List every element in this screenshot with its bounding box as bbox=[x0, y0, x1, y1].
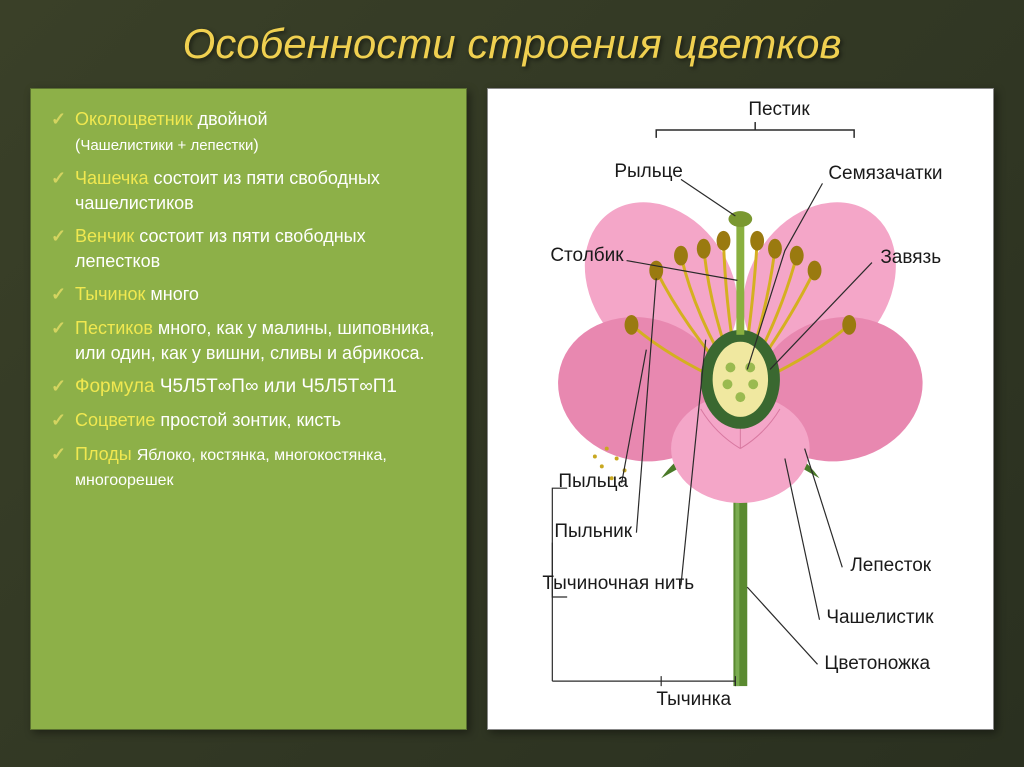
list-item: Околоцветник двойной (Чашелистики + лепе… bbox=[47, 107, 450, 158]
flower-svg bbox=[488, 89, 993, 729]
label-pollen: Пыльца bbox=[558, 471, 628, 493]
list-item: Чашечка состоит из пяти свободных чашели… bbox=[47, 166, 450, 216]
label-ovary: Завязь bbox=[880, 247, 941, 269]
content-row: Околоцветник двойной (Чашелистики + лепе… bbox=[30, 88, 994, 730]
label-ovules: Семязачатки bbox=[828, 163, 942, 185]
feature-list: Околоцветник двойной (Чашелистики + лепе… bbox=[47, 107, 450, 492]
list-item: Пестиков много, как у малины, шиповника,… bbox=[47, 316, 450, 366]
list-item: Венчик состоит из пяти свободных лепестк… bbox=[47, 224, 450, 274]
label-stamen: Тычинка bbox=[656, 689, 731, 711]
list-item: Плоды Яблоко, костянка, многокостянка, м… bbox=[47, 442, 450, 493]
diagram-panel: Пестик Рыльце Семязачатки Столбик Завязь… bbox=[487, 88, 994, 730]
label-pestik: Пестик bbox=[748, 99, 809, 121]
label-anther: Пыльник bbox=[554, 521, 632, 543]
label-pedicel: Цветоножка bbox=[824, 653, 930, 675]
label-sepal: Чашелистик bbox=[826, 607, 933, 629]
label-filament: Тычиночная нить bbox=[542, 573, 694, 595]
list-item: Формула Ч5Л5Т∞П∞ или Ч5Л5Т∞П1 bbox=[47, 374, 450, 401]
slide-title: Особенности строения цветков bbox=[30, 20, 994, 68]
list-item: Тычинок много bbox=[47, 282, 450, 307]
flower-diagram: Пестик Рыльце Семязачатки Столбик Завязь… bbox=[488, 89, 993, 729]
label-style: Столбик bbox=[550, 245, 623, 267]
label-petal: Лепесток bbox=[850, 555, 931, 577]
label-stigma: Рыльце bbox=[614, 161, 683, 183]
list-item: Соцветие простой зонтик, кисть bbox=[47, 408, 450, 433]
bullet-panel: Околоцветник двойной (Чашелистики + лепе… bbox=[30, 88, 467, 730]
